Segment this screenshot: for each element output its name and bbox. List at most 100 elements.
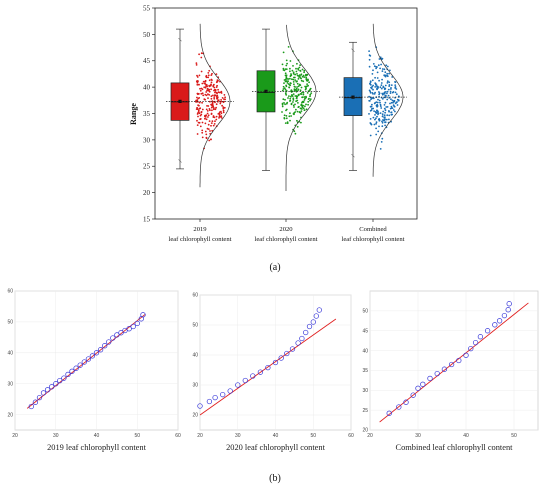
data-point <box>198 97 201 99</box>
qq-point <box>492 322 498 328</box>
qq-point <box>403 399 409 405</box>
x-category-label: 2020 <box>279 226 293 233</box>
data-point <box>304 85 306 88</box>
qq-point <box>477 334 484 340</box>
data-point <box>221 104 224 107</box>
data-point <box>368 50 370 52</box>
data-point <box>301 101 303 104</box>
data-point <box>292 78 295 81</box>
data-point <box>213 116 216 119</box>
data-point <box>383 107 386 110</box>
data-point <box>210 97 213 100</box>
data-point <box>214 88 216 91</box>
data-point <box>389 90 392 93</box>
data-point <box>285 115 288 117</box>
data-point <box>210 81 213 84</box>
data-point <box>392 101 394 104</box>
data-point <box>302 100 305 103</box>
reference-line <box>379 302 529 423</box>
data-point <box>383 116 386 119</box>
data-point <box>305 108 308 111</box>
data-point <box>296 125 299 128</box>
data-point <box>372 116 375 119</box>
data-point <box>207 89 210 92</box>
data-point <box>219 102 222 105</box>
data-point <box>371 97 374 99</box>
qq-point <box>463 352 469 358</box>
data-point <box>214 90 217 92</box>
data-point <box>293 130 296 133</box>
data-point <box>381 120 383 123</box>
data-point <box>386 98 389 101</box>
data-point <box>282 51 285 54</box>
qq-point <box>93 350 100 356</box>
data-point <box>375 117 377 120</box>
qq-point <box>85 356 92 362</box>
data-point <box>381 98 384 100</box>
data-point <box>390 84 393 86</box>
data-point <box>371 85 374 88</box>
data-point <box>297 85 300 88</box>
data-point <box>378 93 380 96</box>
data-point <box>283 69 286 72</box>
data-point <box>290 89 293 91</box>
data-point <box>368 65 371 68</box>
data-point <box>204 86 207 89</box>
data-point <box>208 108 211 110</box>
data-point <box>301 91 303 94</box>
qq-point <box>235 382 241 388</box>
x-tick-label: 20 <box>367 433 373 439</box>
data-point <box>390 111 393 114</box>
data-point <box>381 78 383 81</box>
data-point <box>204 114 206 117</box>
data-point <box>373 110 375 112</box>
qq-point <box>501 312 508 319</box>
data-point <box>300 121 302 124</box>
data-point <box>209 130 211 132</box>
data-point <box>284 72 287 75</box>
qq-point <box>299 335 305 342</box>
data-point <box>290 82 292 85</box>
y-tick-label: 20 <box>362 428 368 434</box>
data-point <box>212 85 215 88</box>
data-point <box>302 74 305 77</box>
data-point <box>195 108 198 110</box>
data-point <box>198 112 201 115</box>
y-tick-label: 20 <box>192 413 198 419</box>
data-point <box>199 125 202 128</box>
y-tick-label: 40 <box>362 348 368 354</box>
density-curve <box>285 24 317 191</box>
data-point <box>383 74 386 77</box>
data-point <box>381 115 384 117</box>
data-point <box>384 109 387 112</box>
data-point <box>373 93 376 95</box>
data-point <box>397 99 400 101</box>
qq-point <box>484 328 491 334</box>
data-point <box>297 78 300 80</box>
qq-point <box>36 394 43 401</box>
data-point <box>388 72 390 75</box>
x-tick-label: 60 <box>175 433 181 439</box>
data-point <box>384 121 386 124</box>
data-point <box>213 94 216 96</box>
box-plot-chart: Range 15 20 25 30 35 40 45 50 55 2019 leaf chlorop… <box>129 4 418 243</box>
data-point <box>384 71 387 74</box>
data-point <box>306 92 309 94</box>
data-point <box>385 64 388 67</box>
data-point <box>301 96 304 99</box>
data-point <box>286 82 289 84</box>
data-point <box>210 124 212 127</box>
data-point <box>293 85 296 88</box>
data-point <box>396 104 399 106</box>
data-point <box>381 113 384 116</box>
data-point <box>381 93 384 96</box>
data-point <box>372 69 374 72</box>
data-point <box>199 118 202 121</box>
data-point <box>296 74 299 77</box>
y-tick-label: 30 <box>143 136 151 144</box>
data-point <box>222 106 225 109</box>
data-point <box>282 67 285 70</box>
data-point <box>297 68 300 71</box>
qq-point <box>97 347 104 353</box>
data-point <box>307 98 310 100</box>
